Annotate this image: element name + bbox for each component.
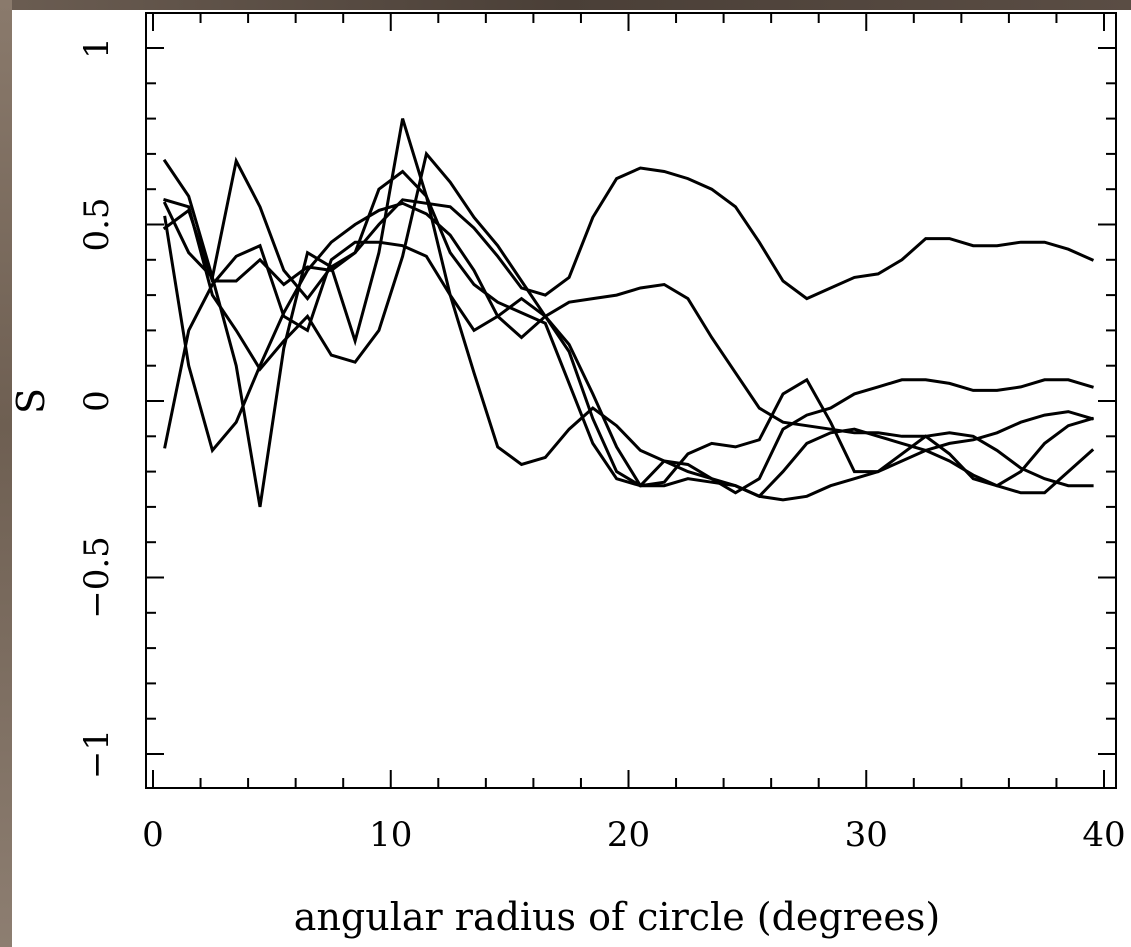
series-line-6 <box>163 150 1095 499</box>
y-tick-label: −0.5 <box>77 536 117 619</box>
y-tick-label: 0.5 <box>77 197 117 251</box>
x-tick-label: 10 <box>369 815 412 855</box>
x-tick-label: 40 <box>1082 815 1125 855</box>
y-axis-title: S <box>9 388 53 414</box>
y-axis-tick-labels: −1 −0.5 0 0.5 1 <box>77 37 117 779</box>
series-line-2 <box>162 118 1094 508</box>
axis-ticks <box>146 13 1116 788</box>
y-tick-label: 0 <box>77 390 117 412</box>
x-axis-tick-labels: 0 10 20 30 40 <box>142 815 1125 855</box>
x-axis-title: angular radius of circle (degrees) <box>294 895 940 939</box>
x-tick-label: 0 <box>142 815 164 855</box>
series-group <box>162 118 1095 508</box>
plot-area <box>145 12 1117 789</box>
x-tick-label: 20 <box>607 815 650 855</box>
series-line-4 <box>163 240 1094 502</box>
series-line-5 <box>163 201 1094 488</box>
y-tick-label: −1 <box>77 729 117 779</box>
image-border-left <box>0 0 12 947</box>
series-line-3 <box>162 156 1094 495</box>
plot-frame <box>145 12 1117 789</box>
x-tick-label: 30 <box>845 815 888 855</box>
series-line-1 <box>162 166 1095 301</box>
image-border-top <box>0 0 1131 10</box>
y-tick-label: 1 <box>77 37 117 59</box>
